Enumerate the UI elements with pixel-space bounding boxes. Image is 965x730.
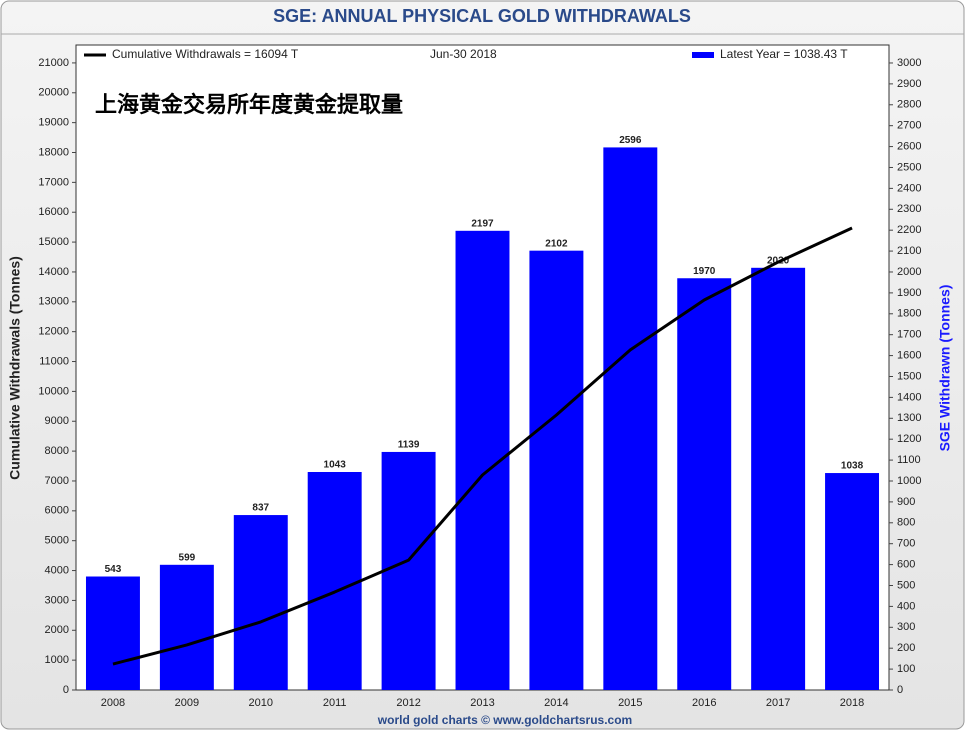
y-tick-label: 5000 (45, 535, 69, 547)
bar (233, 515, 288, 690)
x-tick-label: 2011 (323, 697, 347, 709)
x-tick-label: 2009 (175, 697, 199, 709)
y-tick-label: 6000 (45, 505, 69, 517)
y2-tick-label: 1200 (897, 433, 921, 445)
y2-tick-label: 1000 (897, 475, 921, 487)
y-tick-label: 7000 (45, 475, 69, 487)
data-label: 2596 (619, 135, 642, 146)
legend-label: Latest Year = 1038.43 T (720, 47, 848, 61)
y2-tick-label: 2200 (897, 224, 921, 236)
chart-title: SGE: ANNUAL PHYSICAL GOLD WITHDRAWALS (273, 6, 691, 26)
y-tick-label: 0 (63, 684, 69, 696)
data-label: 1038 (841, 461, 864, 472)
y-tick-label: 10000 (38, 385, 69, 397)
y2-tick-label: 2600 (897, 140, 921, 152)
y2-tick-label: 700 (897, 538, 915, 550)
bar (381, 451, 436, 690)
y2-tick-label: 0 (897, 684, 903, 696)
y2-tick-label: 1100 (897, 454, 921, 466)
x-tick-label: 2016 (692, 697, 716, 709)
bar (751, 267, 806, 690)
y-tick-label: 21000 (38, 57, 69, 69)
bar (677, 278, 732, 690)
bar (85, 576, 140, 690)
x-tick-label: 2015 (618, 697, 642, 709)
y2-tick-label: 100 (897, 663, 915, 675)
annotation: Jun-30 2018 (430, 47, 497, 61)
x-tick-label: 2010 (249, 697, 273, 709)
y2-tick-label: 800 (897, 517, 915, 529)
y2-tick-label: 1800 (897, 308, 921, 320)
x-tick-label: 2018 (840, 697, 864, 709)
y-tick-label: 18000 (38, 146, 69, 158)
y2-tick-label: 2000 (897, 266, 921, 278)
subtitle: 上海黄金交易所年度黄金提取量 (95, 92, 403, 118)
y2-tick-label: 1700 (897, 329, 921, 341)
y-tick-label: 2000 (45, 624, 69, 636)
y2-tick-label: 900 (897, 496, 915, 508)
x-tick-label: 2017 (766, 697, 790, 709)
y2-tick-label: 200 (897, 642, 915, 654)
y2-tick-label: 2800 (897, 99, 921, 111)
y2-tick-label: 3000 (897, 57, 921, 69)
y-tick-label: 9000 (45, 415, 69, 427)
line (112, 226, 853, 666)
y2-axis-label: SGE Withdrawn (Tonnes) (937, 285, 953, 452)
y2-tick-label: 600 (897, 559, 915, 571)
bar (825, 473, 880, 690)
data-label: 599 (179, 552, 196, 563)
x-tick-label: 2012 (396, 697, 420, 709)
y2-tick-label: 2100 (897, 245, 921, 257)
footer: world gold charts © www.goldchartsrus.co… (377, 713, 632, 727)
y-tick-label: 8000 (45, 445, 69, 457)
y-axis-label: Cumulative Withdrawals (Tonnes) (7, 256, 23, 480)
y2-tick-label: 1300 (897, 412, 921, 424)
y2-tick-label: 2500 (897, 161, 921, 173)
y2-tick-label: 2700 (897, 120, 921, 132)
data-label: 837 (252, 503, 269, 514)
y-tick-label: 3000 (45, 594, 69, 606)
data-label: 1970 (693, 266, 716, 277)
y2-tick-label: 2900 (897, 78, 921, 90)
legend-swatch (692, 52, 714, 58)
y-tick-label: 1000 (45, 654, 69, 666)
y2-tick-label: 1900 (897, 287, 921, 299)
y-tick-label: 14000 (38, 266, 69, 278)
y2-tick-label: 1400 (897, 391, 921, 403)
bar (159, 564, 214, 690)
bar (603, 147, 658, 690)
y-tick-label: 20000 (38, 87, 69, 99)
y-tick-label: 13000 (38, 296, 69, 308)
y-tick-label: 16000 (38, 206, 69, 218)
y2-tick-label: 2300 (897, 203, 921, 215)
y2-tick-label: 1600 (897, 349, 921, 361)
y-tick-label: 19000 (38, 117, 69, 129)
data-label: 1043 (324, 460, 347, 471)
y-tick-label: 4000 (45, 564, 69, 576)
data-label: 2102 (545, 238, 568, 249)
y2-tick-label: 500 (897, 579, 915, 591)
legend-label: Cumulative Withdrawals = 16094 T (112, 47, 299, 61)
data-label: 1139 (398, 440, 420, 451)
bar (529, 250, 584, 690)
y-tick-label: 12000 (38, 326, 69, 338)
y2-tick-label: 1500 (897, 370, 921, 382)
y-tick-label: 11000 (39, 355, 69, 367)
y-tick-label: 17000 (38, 176, 69, 188)
y-tick-label: 15000 (38, 236, 69, 248)
y2-tick-label: 300 (897, 621, 915, 633)
bar (307, 472, 362, 690)
x-tick-label: 2008 (101, 697, 125, 709)
x-tick-label: 2013 (470, 697, 494, 709)
data-label: 543 (105, 564, 122, 575)
y2-tick-label: 2400 (897, 182, 921, 194)
data-label: 2197 (471, 218, 494, 229)
y2-tick-label: 400 (897, 600, 915, 612)
x-tick-label: 2014 (544, 697, 568, 709)
